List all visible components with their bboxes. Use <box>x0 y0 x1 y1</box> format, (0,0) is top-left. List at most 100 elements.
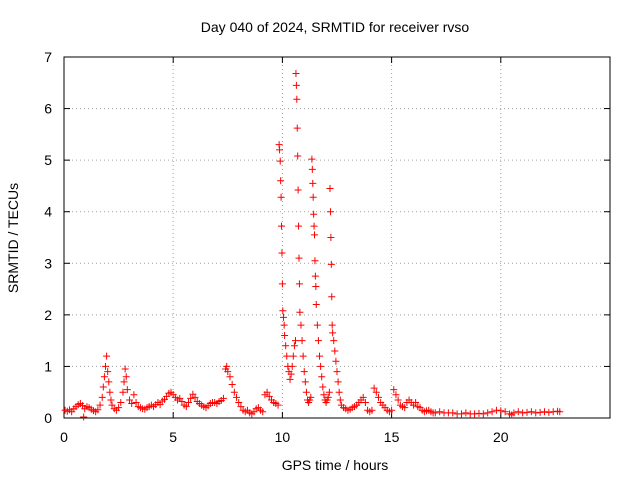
data-point <box>519 409 527 417</box>
data-point <box>230 388 238 396</box>
data-point <box>328 321 336 329</box>
data-point <box>184 399 192 407</box>
data-point <box>336 396 344 404</box>
data-point <box>96 401 104 409</box>
data-point <box>326 185 334 193</box>
data-point <box>328 293 336 301</box>
data-point <box>327 234 335 241</box>
data-point <box>103 352 111 360</box>
data-point <box>401 404 409 412</box>
y-tick-label: 2 <box>44 307 52 323</box>
data-point <box>107 396 115 404</box>
data-point <box>283 352 291 360</box>
data-point <box>106 388 114 396</box>
data-point <box>224 368 232 376</box>
data-point <box>292 81 300 89</box>
data-point <box>233 393 241 401</box>
data-point <box>191 393 199 401</box>
y-axis-label: SRMTID / TECUs <box>5 183 21 293</box>
data-point <box>156 401 164 409</box>
x-tick-label: 0 <box>60 429 68 445</box>
data-point <box>122 373 130 381</box>
data-point <box>299 352 307 360</box>
data-point <box>289 352 297 360</box>
data-point <box>263 388 271 396</box>
data-point <box>279 313 287 321</box>
data-point <box>335 388 343 396</box>
data-point <box>228 380 236 388</box>
data-point <box>311 272 319 280</box>
y-tick-label: 6 <box>44 101 52 117</box>
data-point <box>294 152 302 160</box>
data-point <box>549 408 557 416</box>
data-point <box>311 231 319 239</box>
data-point <box>374 393 382 401</box>
data-point <box>392 391 400 399</box>
data-point <box>301 378 309 386</box>
data-point <box>312 301 320 309</box>
data-point <box>293 124 301 132</box>
data-point <box>310 210 318 218</box>
data-point <box>123 386 131 394</box>
data-point <box>325 388 333 396</box>
data-point <box>219 394 227 402</box>
data-point <box>280 321 288 329</box>
data-point <box>313 321 321 329</box>
x-tick-label: 10 <box>275 429 291 445</box>
data-point <box>319 383 327 391</box>
data-point <box>307 393 315 401</box>
data-point <box>300 368 308 376</box>
data-point <box>101 362 109 370</box>
data-point <box>115 404 123 412</box>
data-point <box>331 347 339 355</box>
data-point <box>104 368 112 376</box>
data-point <box>295 254 303 262</box>
data-point <box>540 408 548 416</box>
data-point <box>121 365 129 373</box>
data-point <box>265 392 273 400</box>
data-point <box>308 165 316 173</box>
data-point <box>457 410 465 418</box>
data-point <box>390 386 398 394</box>
data-point <box>484 409 492 417</box>
x-tick-label: 15 <box>384 429 400 445</box>
data-point <box>388 406 396 414</box>
data-point <box>536 408 544 416</box>
data-point <box>309 193 317 201</box>
data-point <box>274 401 282 409</box>
data-point <box>545 408 553 416</box>
plot-frame <box>63 56 611 419</box>
data-point <box>312 282 320 290</box>
data-point <box>178 397 186 405</box>
data-point <box>117 399 125 407</box>
data-point <box>292 70 300 78</box>
x-axis-label: GPS time / hours <box>282 457 389 473</box>
chart-title: Day 040 of 2024, SRMTID for receiver rvs… <box>201 19 470 35</box>
data-point <box>449 409 457 417</box>
data-point <box>412 399 420 407</box>
data-point <box>333 368 341 376</box>
data-point <box>311 257 319 265</box>
data-point <box>292 337 300 345</box>
data-point <box>277 177 285 185</box>
data-point <box>187 394 195 402</box>
data-point <box>286 375 294 383</box>
data-point <box>108 401 116 409</box>
data-point <box>332 357 340 365</box>
data-point <box>316 352 324 360</box>
data-point <box>334 378 342 386</box>
data-point <box>309 179 317 187</box>
data-point <box>318 373 326 381</box>
data-point <box>277 193 285 201</box>
data-point <box>235 399 243 407</box>
data-point <box>479 410 487 418</box>
data-point <box>317 362 325 370</box>
y-tick-label: 7 <box>44 49 52 65</box>
data-point <box>276 146 284 154</box>
data-point <box>98 393 106 401</box>
data-point <box>327 260 335 268</box>
data-point <box>295 280 303 288</box>
data-point <box>99 383 107 391</box>
data-point <box>279 307 287 315</box>
data-point <box>294 186 302 194</box>
